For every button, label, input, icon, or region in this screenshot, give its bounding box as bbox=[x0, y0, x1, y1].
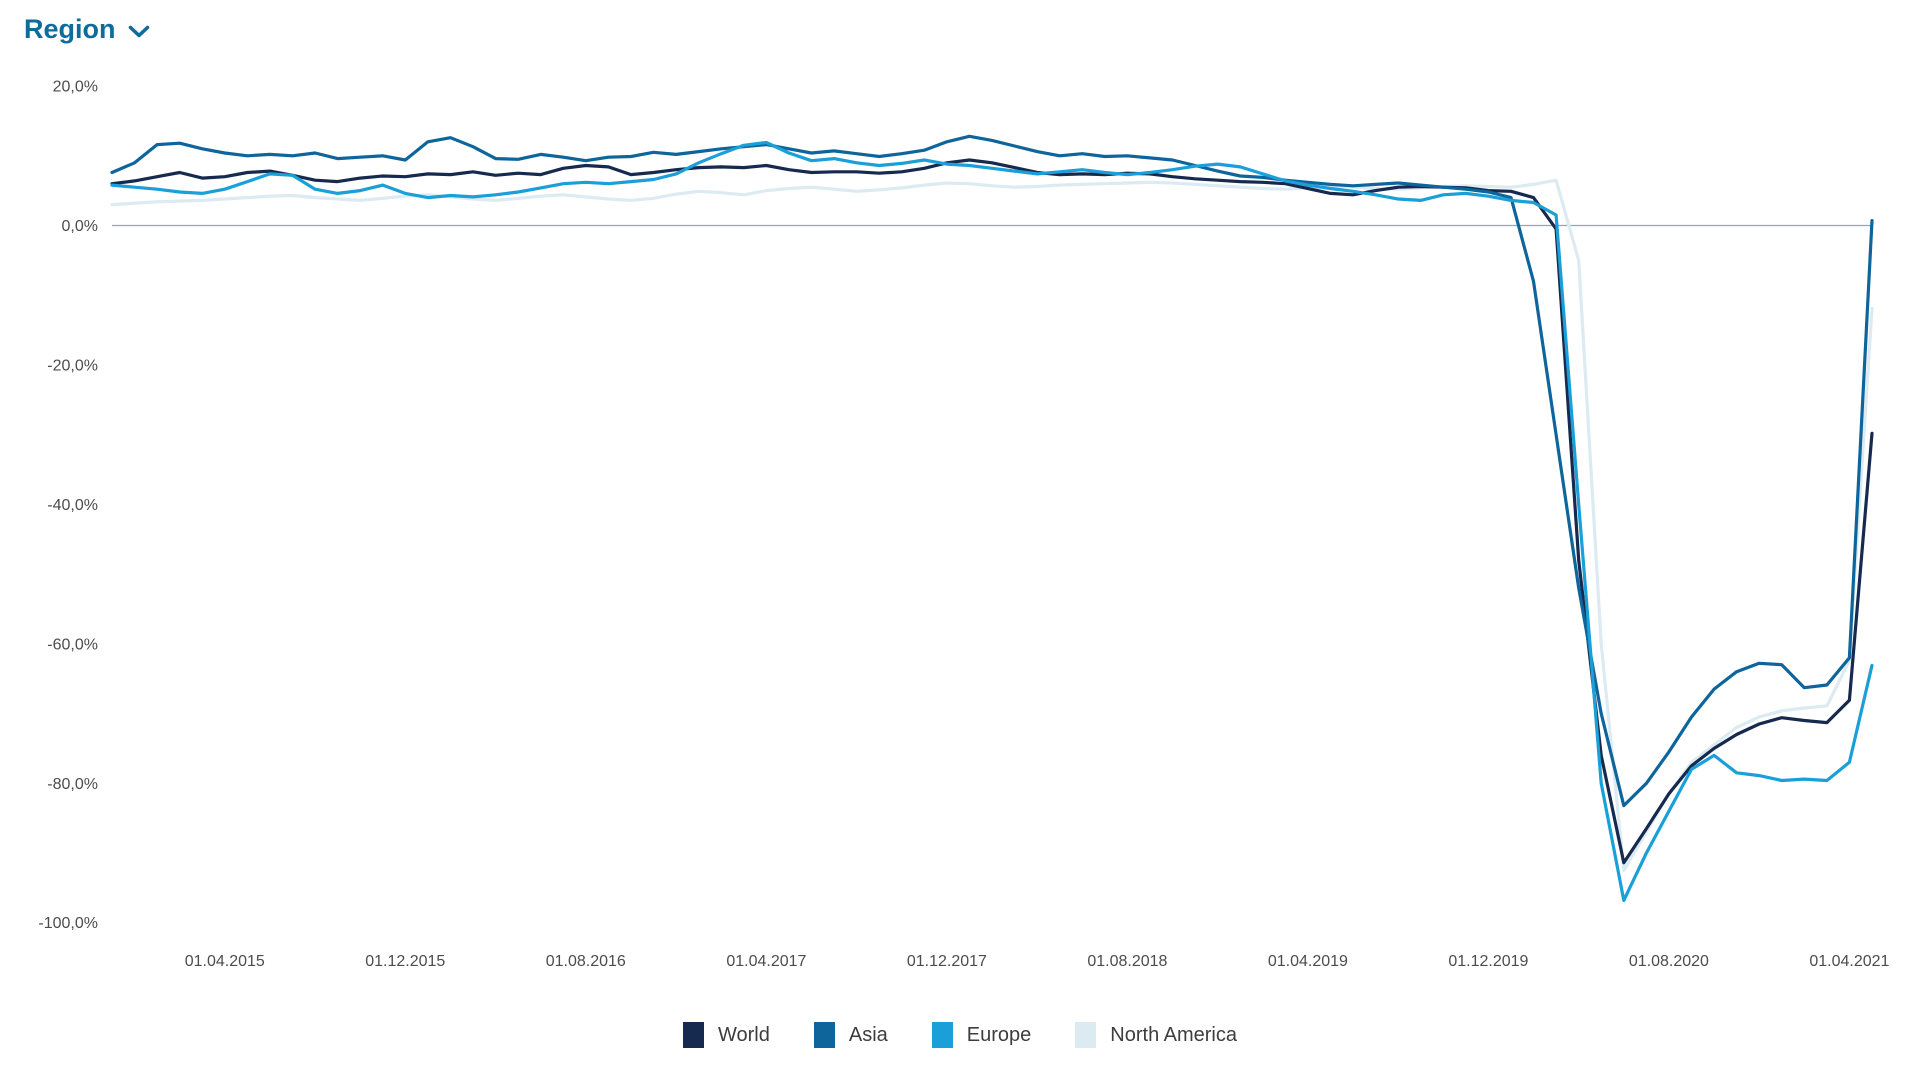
series-line-world bbox=[110, 158, 1874, 865]
x-axis-tick-label: 01.08.2020 bbox=[1629, 953, 1709, 970]
region-filter-label: Region bbox=[24, 14, 116, 44]
series-line-europe bbox=[110, 140, 1874, 903]
legend-item-north-america[interactable]: North America bbox=[1075, 1022, 1237, 1048]
x-axis-tick-label: 01.04.2021 bbox=[1809, 953, 1889, 970]
chevron-down-icon bbox=[128, 25, 149, 37]
legend-label: World bbox=[718, 1023, 770, 1046]
legend-label: Europe bbox=[966, 1023, 1032, 1046]
series-line-asia bbox=[110, 134, 1874, 808]
x-axis-tick-label: 01.04.2017 bbox=[726, 953, 806, 970]
y-axis-tick-label: -40,0% bbox=[47, 497, 98, 514]
chart-legend: World Asia Europe North America bbox=[0, 1022, 1920, 1048]
region-filter-dropdown[interactable]: Region bbox=[22, 10, 152, 49]
series-line-north-america bbox=[110, 178, 1874, 873]
y-axis-tick-label: 0,0% bbox=[62, 218, 98, 235]
x-axis-tick-label: 01.04.2019 bbox=[1268, 953, 1348, 970]
legend-label: Asia bbox=[848, 1023, 888, 1046]
y-axis-tick-label: -100,0% bbox=[38, 915, 98, 932]
x-axis-tick-label: 01.12.2019 bbox=[1448, 953, 1528, 970]
y-axis-tick-label: -80,0% bbox=[47, 776, 98, 793]
y-axis-tick-label: -60,0% bbox=[47, 636, 98, 653]
legend-item-world[interactable]: World bbox=[683, 1022, 770, 1048]
x-axis-tick-label: 01.12.2015 bbox=[365, 953, 445, 970]
x-axis-tick-label: 01.12.2017 bbox=[907, 953, 987, 970]
y-axis-tick-label: 20,0% bbox=[53, 79, 98, 96]
x-axis-tick-label: 01.04.2015 bbox=[185, 953, 265, 970]
x-axis-tick-label: 01.08.2016 bbox=[546, 953, 626, 970]
legend-swatch-north-america bbox=[1075, 1022, 1097, 1048]
legend-item-asia[interactable]: Asia bbox=[813, 1022, 888, 1048]
legend-swatch-world bbox=[683, 1022, 704, 1048]
legend-item-europe[interactable]: Europe bbox=[931, 1022, 1032, 1048]
legend-swatch-asia bbox=[813, 1022, 835, 1048]
legend-label: North America bbox=[1110, 1023, 1237, 1046]
y-axis-tick-label: -20,0% bbox=[47, 357, 98, 374]
regions-line-chart: 20,0% 0,0% -20,0% -40,0% -60,0% -80,0% -100,0%… bbox=[38, 79, 1889, 970]
x-axis-tick-label: 01.08.2018 bbox=[1087, 953, 1167, 970]
legend-swatch-europe bbox=[931, 1022, 953, 1048]
